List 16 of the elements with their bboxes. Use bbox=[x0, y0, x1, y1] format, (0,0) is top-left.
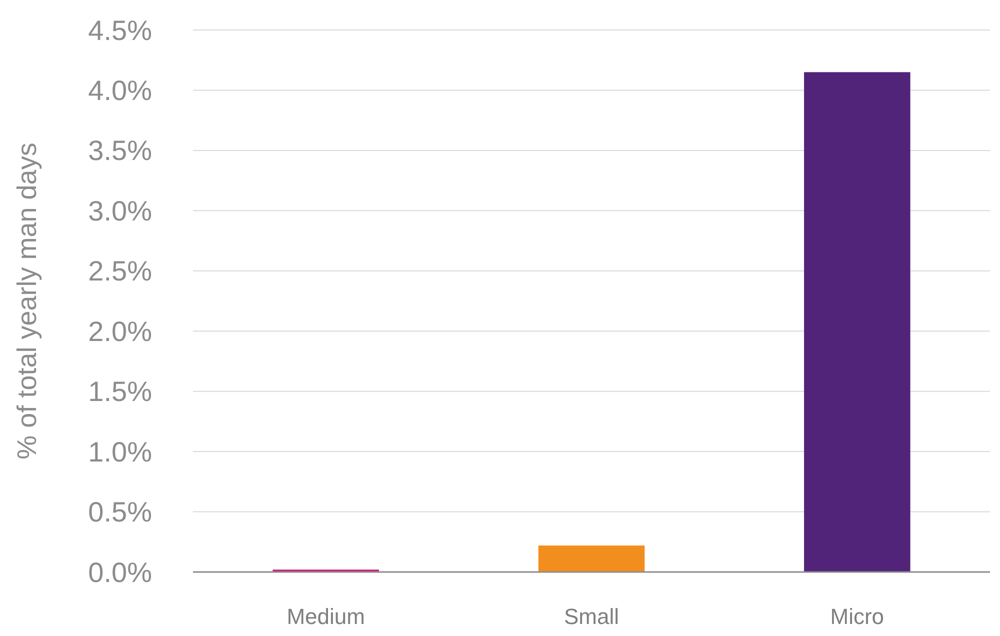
y-tick-label: 3.5% bbox=[88, 135, 152, 166]
y-tick-label: 3.0% bbox=[88, 195, 152, 226]
bar bbox=[804, 72, 910, 572]
y-tick-label: 0.5% bbox=[88, 496, 152, 528]
x-tick-label: Micro bbox=[830, 604, 884, 629]
y-tick-label: 4.5% bbox=[88, 14, 152, 46]
y-tick-label: 2.5% bbox=[88, 256, 152, 287]
y-tick-label: 1.0% bbox=[88, 436, 152, 468]
y-tick-label: 1.5% bbox=[88, 376, 152, 408]
x-tick-label: Medium bbox=[286, 604, 365, 629]
y-axis-title: % of total yearly man days bbox=[12, 142, 42, 460]
x-tick-label: Small bbox=[564, 604, 620, 629]
y-tick-label: 4.0% bbox=[88, 75, 152, 106]
bar bbox=[538, 546, 645, 572]
y-tick-label: 2.0% bbox=[88, 316, 152, 347]
y-tick-label: 0.0% bbox=[88, 556, 152, 588]
